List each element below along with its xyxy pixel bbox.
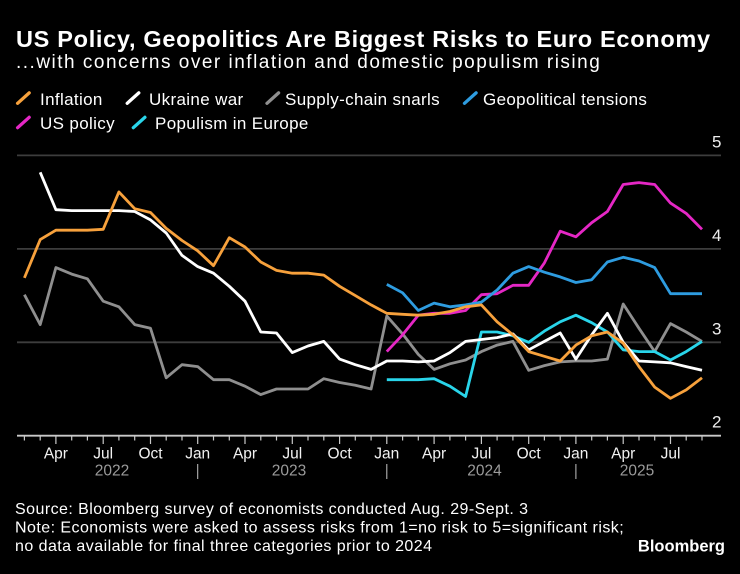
- svg-text:Apr: Apr: [422, 446, 446, 463]
- svg-text:2: 2: [712, 413, 721, 432]
- svg-text:|: |: [574, 463, 578, 480]
- svg-text:2023: 2023: [272, 463, 306, 480]
- svg-text:|: |: [385, 463, 389, 480]
- svg-text:|: |: [196, 463, 200, 480]
- svg-text:Apr: Apr: [611, 446, 635, 463]
- svg-text:2022: 2022: [95, 463, 129, 480]
- svg-text:no data available for final th: no data available for final three catego…: [15, 538, 432, 555]
- svg-text:2024: 2024: [467, 463, 502, 480]
- svg-text:2025: 2025: [620, 463, 654, 480]
- svg-text:Jan: Jan: [563, 446, 588, 463]
- svg-text:Bloomberg: Bloomberg: [638, 538, 725, 556]
- svg-text:Oct: Oct: [138, 446, 163, 463]
- svg-text:Note: Economists were asked to: Note: Economists were asked to assess ri…: [15, 520, 624, 537]
- svg-text:4: 4: [712, 226, 721, 245]
- svg-text:Oct: Oct: [517, 446, 542, 463]
- svg-text:Jul: Jul: [471, 446, 491, 463]
- svg-text:Jul: Jul: [661, 446, 681, 463]
- svg-text:3: 3: [712, 319, 721, 338]
- svg-text:Jul: Jul: [93, 446, 113, 463]
- svg-text:5: 5: [712, 132, 721, 151]
- svg-text:Apr: Apr: [233, 446, 257, 463]
- svg-text:Apr: Apr: [44, 446, 68, 463]
- svg-text:Jul: Jul: [282, 446, 302, 463]
- svg-text:Jan: Jan: [374, 446, 399, 463]
- svg-text:Jan: Jan: [185, 446, 210, 463]
- svg-text:Oct: Oct: [328, 446, 353, 463]
- svg-text:Source: Bloomberg survey of ec: Source: Bloomberg survey of economists c…: [15, 501, 529, 518]
